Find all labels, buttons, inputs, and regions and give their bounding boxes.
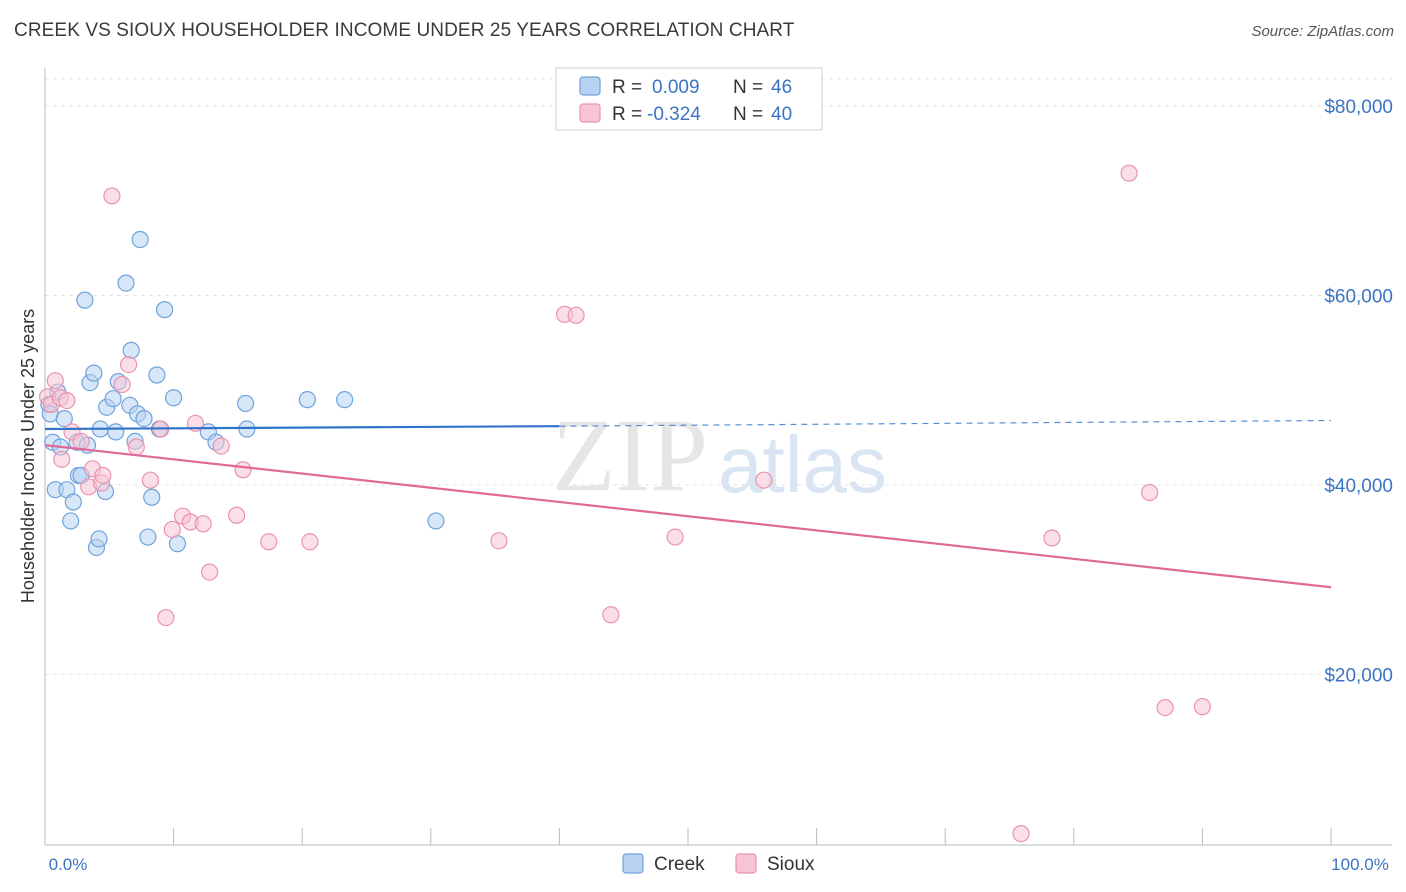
sioux-point (94, 466, 112, 485)
creek-r-label: R = (612, 77, 642, 98)
trendlines (44, 419, 1332, 589)
sioux-point (103, 187, 121, 205)
sioux-point (127, 438, 145, 456)
creek-trendline (44, 425, 560, 431)
watermark-zip: ZIP (552, 398, 708, 513)
x-tick-label-max: 100.0% (1331, 855, 1389, 874)
sioux-point (58, 391, 76, 410)
creek-point (131, 230, 149, 249)
sioux-point (53, 450, 71, 468)
stats-legend: R = 0.009 N = 46 R = -0.324 N = 40 (555, 67, 823, 131)
sioux-point (212, 437, 230, 455)
sioux-point (567, 306, 585, 324)
sioux-n-label: N = (733, 104, 763, 125)
creek-point (107, 423, 125, 441)
creek-point (117, 274, 135, 292)
sioux-point (163, 520, 181, 539)
sioux-r-label: R = (612, 104, 642, 125)
creek-point (135, 409, 153, 428)
creek-legend-label: Creek (654, 854, 705, 875)
sioux-r-value: -0.324 (647, 104, 701, 125)
creek-n-value: 46 (771, 77, 792, 98)
sioux-point (1120, 164, 1138, 182)
y-tick-label: $20,000 (1324, 665, 1393, 686)
creek-point (55, 409, 73, 428)
watermark-atlas: atlas (718, 420, 887, 509)
sioux-legend-swatch (735, 853, 757, 874)
creek-point (104, 390, 122, 408)
sioux-point (301, 533, 319, 551)
sioux-point (46, 372, 64, 390)
creek-point (148, 366, 166, 384)
sioux-point (1141, 483, 1159, 502)
x-axis-ticks (173, 828, 1332, 845)
source-label: Source: ZipAtlas.com (1251, 23, 1394, 40)
sioux-point (602, 606, 620, 624)
x-tick-label-min: 0.0% (49, 855, 88, 874)
creek-n-label: N = (733, 77, 763, 98)
creek-point (298, 391, 316, 409)
creek-point (336, 391, 354, 409)
y-tick-labels: $20,000 $40,000 $60,000 $80,000 (1324, 97, 1393, 687)
creek-point (62, 512, 80, 530)
creek-point (139, 528, 157, 546)
sioux-point (1043, 529, 1061, 547)
sioux-point (72, 432, 90, 450)
creek-point (427, 512, 445, 530)
creek-trendline-extension (559, 419, 1332, 427)
sioux-point (194, 515, 212, 533)
creek-swatch (579, 76, 601, 96)
sioux-point (228, 506, 246, 524)
chart-title: CREEK VS SIOUX HOUSEHOLDER INCOME UNDER … (14, 20, 795, 41)
sioux-point (157, 608, 175, 627)
sioux-point (1156, 699, 1174, 717)
sioux-point (666, 528, 684, 546)
creek-point (165, 389, 183, 407)
y-axis-label: Householder Income Under 25 years (18, 309, 38, 603)
sioux-point (234, 461, 252, 479)
sioux-point (201, 563, 219, 581)
series-legend: Creek Sioux (622, 853, 815, 875)
sioux-point (260, 533, 278, 551)
creek-point (237, 394, 255, 413)
creek-point (90, 530, 108, 548)
sioux-point (490, 532, 508, 550)
creek-point (143, 488, 161, 506)
gridlines (45, 78, 1392, 675)
sioux-point (755, 471, 773, 489)
creek-point (85, 364, 103, 382)
creek-points (40, 230, 445, 557)
creek-legend-swatch (622, 853, 644, 874)
creek-point (155, 301, 174, 319)
creek-point (64, 493, 82, 511)
sioux-point (1012, 825, 1030, 843)
sioux-point (141, 471, 160, 489)
y-tick-label: $60,000 (1324, 286, 1393, 307)
sioux-point (1193, 698, 1212, 716)
sioux-trendline (44, 444, 1332, 589)
creek-point (168, 535, 187, 553)
sioux-n-value: 40 (771, 104, 792, 125)
sioux-point (119, 355, 138, 374)
sioux-point (113, 375, 131, 394)
sioux-swatch (579, 103, 601, 123)
y-tick-label: $80,000 (1324, 97, 1393, 118)
creek-point (76, 291, 94, 309)
y-tick-label: $40,000 (1324, 476, 1393, 497)
watermark: ZIP atlas (552, 398, 887, 513)
creek-r-value: 0.009 (652, 77, 700, 98)
sioux-legend-label: Sioux (767, 854, 815, 875)
creek-point (122, 341, 140, 359)
